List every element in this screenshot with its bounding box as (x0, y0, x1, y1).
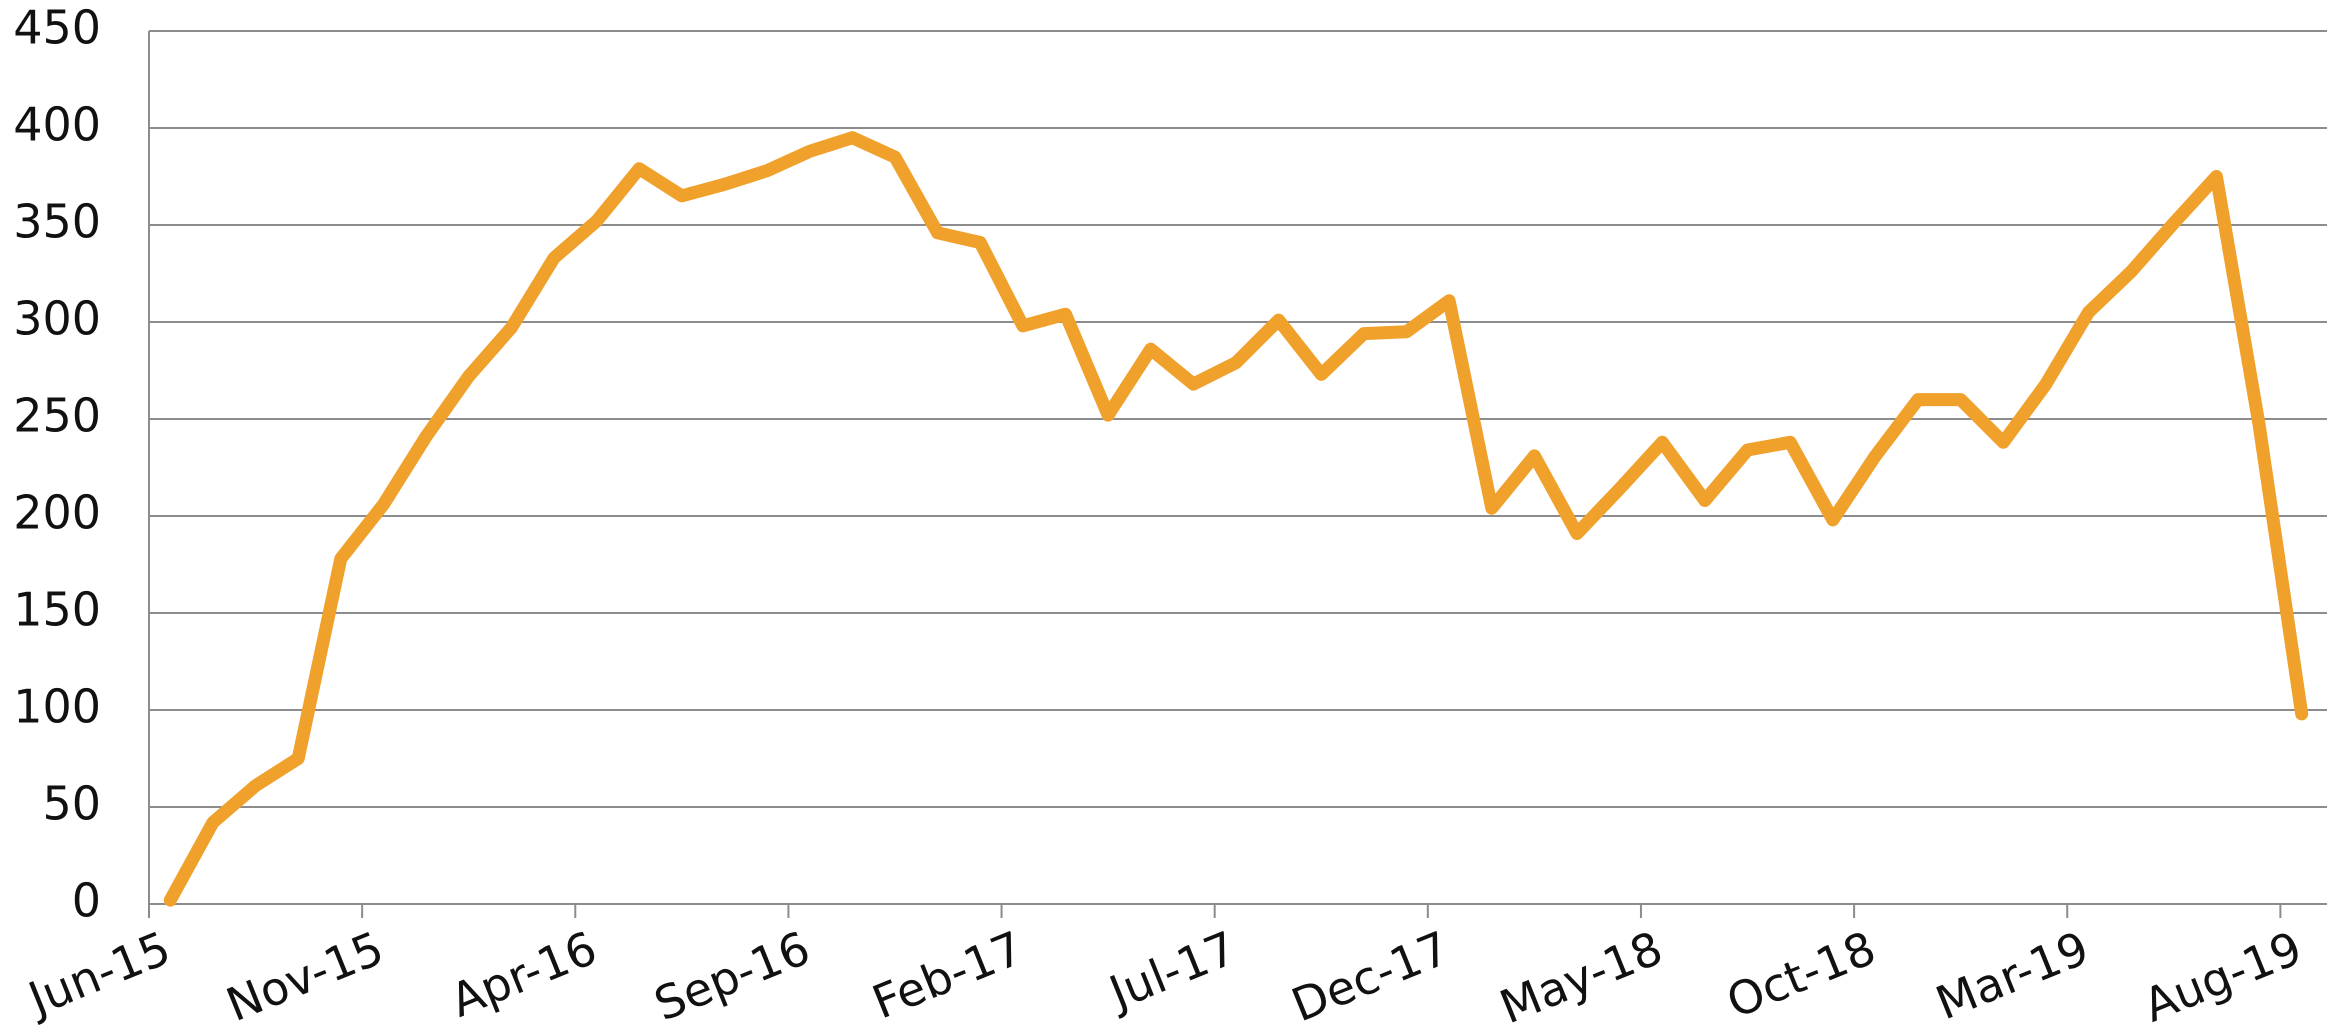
x-tick-label: Jun-15 (18, 921, 177, 1027)
x-tick-label: Aug-19 (2136, 921, 2309, 1031)
y-tick-label: 0 (72, 874, 101, 928)
y-tick-label: 250 (13, 389, 101, 443)
x-tick-label: Nov-15 (219, 921, 391, 1031)
data-line (163, 131, 2309, 907)
y-tick-label: 450 (13, 1, 101, 55)
y-tick-label: 50 (42, 777, 101, 831)
y-tick-label: 100 (13, 680, 101, 734)
y-tick-label: 400 (13, 98, 101, 152)
x-tick-label: Dec-17 (1284, 921, 1456, 1031)
y-tick-label: 150 (13, 583, 101, 637)
x-tick-label: Mar-19 (1928, 921, 2096, 1031)
y-tick-label: 300 (13, 292, 101, 346)
x-tick-label: Oct-18 (1719, 921, 1883, 1029)
x-tick-label: Apr-16 (443, 921, 604, 1028)
y-tick-label: 200 (13, 486, 101, 540)
x-tick-label: Jul-17 (1099, 921, 1243, 1021)
x-tick-label: Feb-17 (865, 921, 1030, 1030)
x-tick-label: May-18 (1492, 921, 1669, 1031)
y-tick-label: 350 (13, 195, 101, 249)
x-tick-label: Sep-16 (647, 921, 817, 1031)
